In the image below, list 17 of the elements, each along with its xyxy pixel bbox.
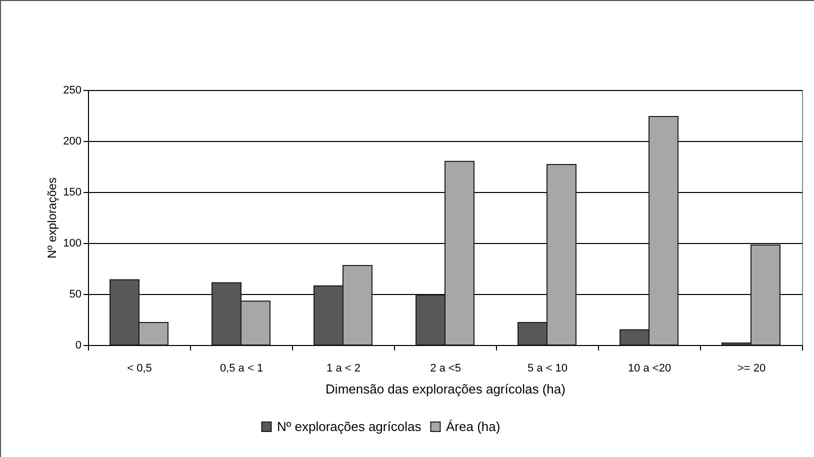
y-tick-label: 0 xyxy=(75,340,82,352)
x-axis-title: Dimensão das explorações agrícolas (ha) xyxy=(326,382,566,396)
y-tick-label: 150 xyxy=(63,186,82,198)
x-tick-label: >= 20 xyxy=(737,362,766,374)
x-tick-label: 0,5 a < 1 xyxy=(220,362,264,374)
x-tick-label: 10 a <20 xyxy=(628,362,672,374)
x-tick-label: 5 a < 10 xyxy=(527,362,568,374)
x-tick-label: 1 a < 2 xyxy=(326,362,360,374)
y-axis-title: Nº explorações xyxy=(45,177,60,259)
x-tick-label: 2 a <5 xyxy=(430,362,461,374)
y-tick-label: 200 xyxy=(63,136,82,148)
y-tick-label: 250 xyxy=(63,84,82,96)
y-tick-label: 50 xyxy=(69,288,82,300)
y-tick-label: 100 xyxy=(63,238,82,250)
x-tick-label: < 0,5 xyxy=(127,362,152,374)
legend-label: Área (ha) xyxy=(446,418,500,434)
legend-label: Nº explorações agrícolas xyxy=(277,418,422,434)
